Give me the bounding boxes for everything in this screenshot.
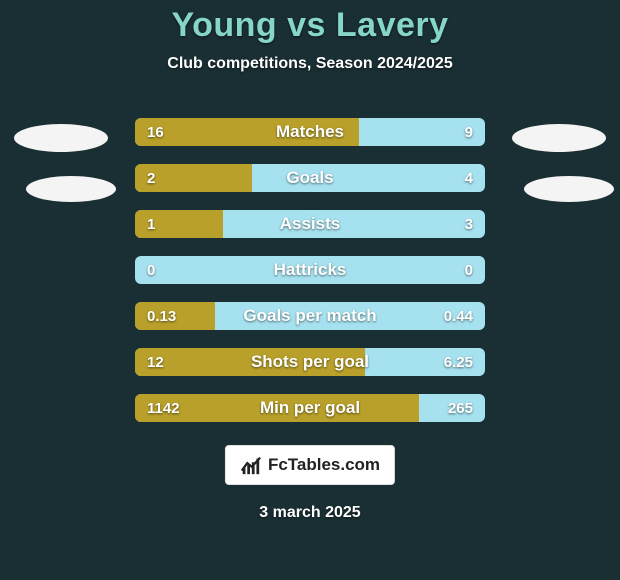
stat-value-left: 2 bbox=[147, 164, 155, 192]
stat-value-right: 265 bbox=[448, 394, 473, 422]
page-title: Young vs Lavery bbox=[0, 0, 620, 45]
stat-value-left: 0.13 bbox=[147, 302, 176, 330]
stat-value-right: 4 bbox=[465, 164, 473, 192]
stat-value-right: 3 bbox=[465, 210, 473, 238]
stat-row: Hattricks0 0 bbox=[135, 256, 485, 284]
stat-label: Shots per goal bbox=[135, 348, 485, 376]
stat-value-right: 6.25 bbox=[444, 348, 473, 376]
stat-value-left: 12 bbox=[147, 348, 164, 376]
stat-label: Goals per match bbox=[135, 302, 485, 330]
subtitle: Club competitions, Season 2024/2025 bbox=[0, 55, 620, 73]
stat-value-right: 0 bbox=[465, 256, 473, 284]
footer-date: 3 march 2025 bbox=[0, 504, 620, 522]
stats-list: Matches16 9 Goals2 4 Assists1 3 Hattricks0 0 Goa… bbox=[0, 118, 620, 440]
stat-label: Hattricks bbox=[135, 256, 485, 284]
stat-label: Min per goal bbox=[135, 394, 485, 422]
stat-value-left: 0 bbox=[147, 256, 155, 284]
stat-value-left: 1142 bbox=[147, 394, 180, 422]
stat-row: Goals per match0.13 0.44 bbox=[135, 302, 485, 330]
brand-chart-icon bbox=[240, 454, 262, 476]
comparison-infographic: Young vs Lavery Club competitions, Seaso… bbox=[0, 0, 620, 580]
stat-row: Shots per goal12 6.25 bbox=[135, 348, 485, 376]
stat-row: Min per goal1142 265 bbox=[135, 394, 485, 422]
stat-value-right: 0.44 bbox=[444, 302, 473, 330]
stat-label: Goals bbox=[135, 164, 485, 192]
stat-row: Matches16 9 bbox=[135, 118, 485, 146]
stat-value-left: 16 bbox=[147, 118, 164, 146]
stat-row: Assists1 3 bbox=[135, 210, 485, 238]
brand-badge: FcTables.com bbox=[225, 445, 395, 485]
brand-text: FcTables.com bbox=[268, 455, 380, 475]
stat-label: Matches bbox=[135, 118, 485, 146]
stat-label: Assists bbox=[135, 210, 485, 238]
stat-row: Goals2 4 bbox=[135, 164, 485, 192]
stat-value-left: 1 bbox=[147, 210, 155, 238]
stat-value-right: 9 bbox=[465, 118, 473, 146]
